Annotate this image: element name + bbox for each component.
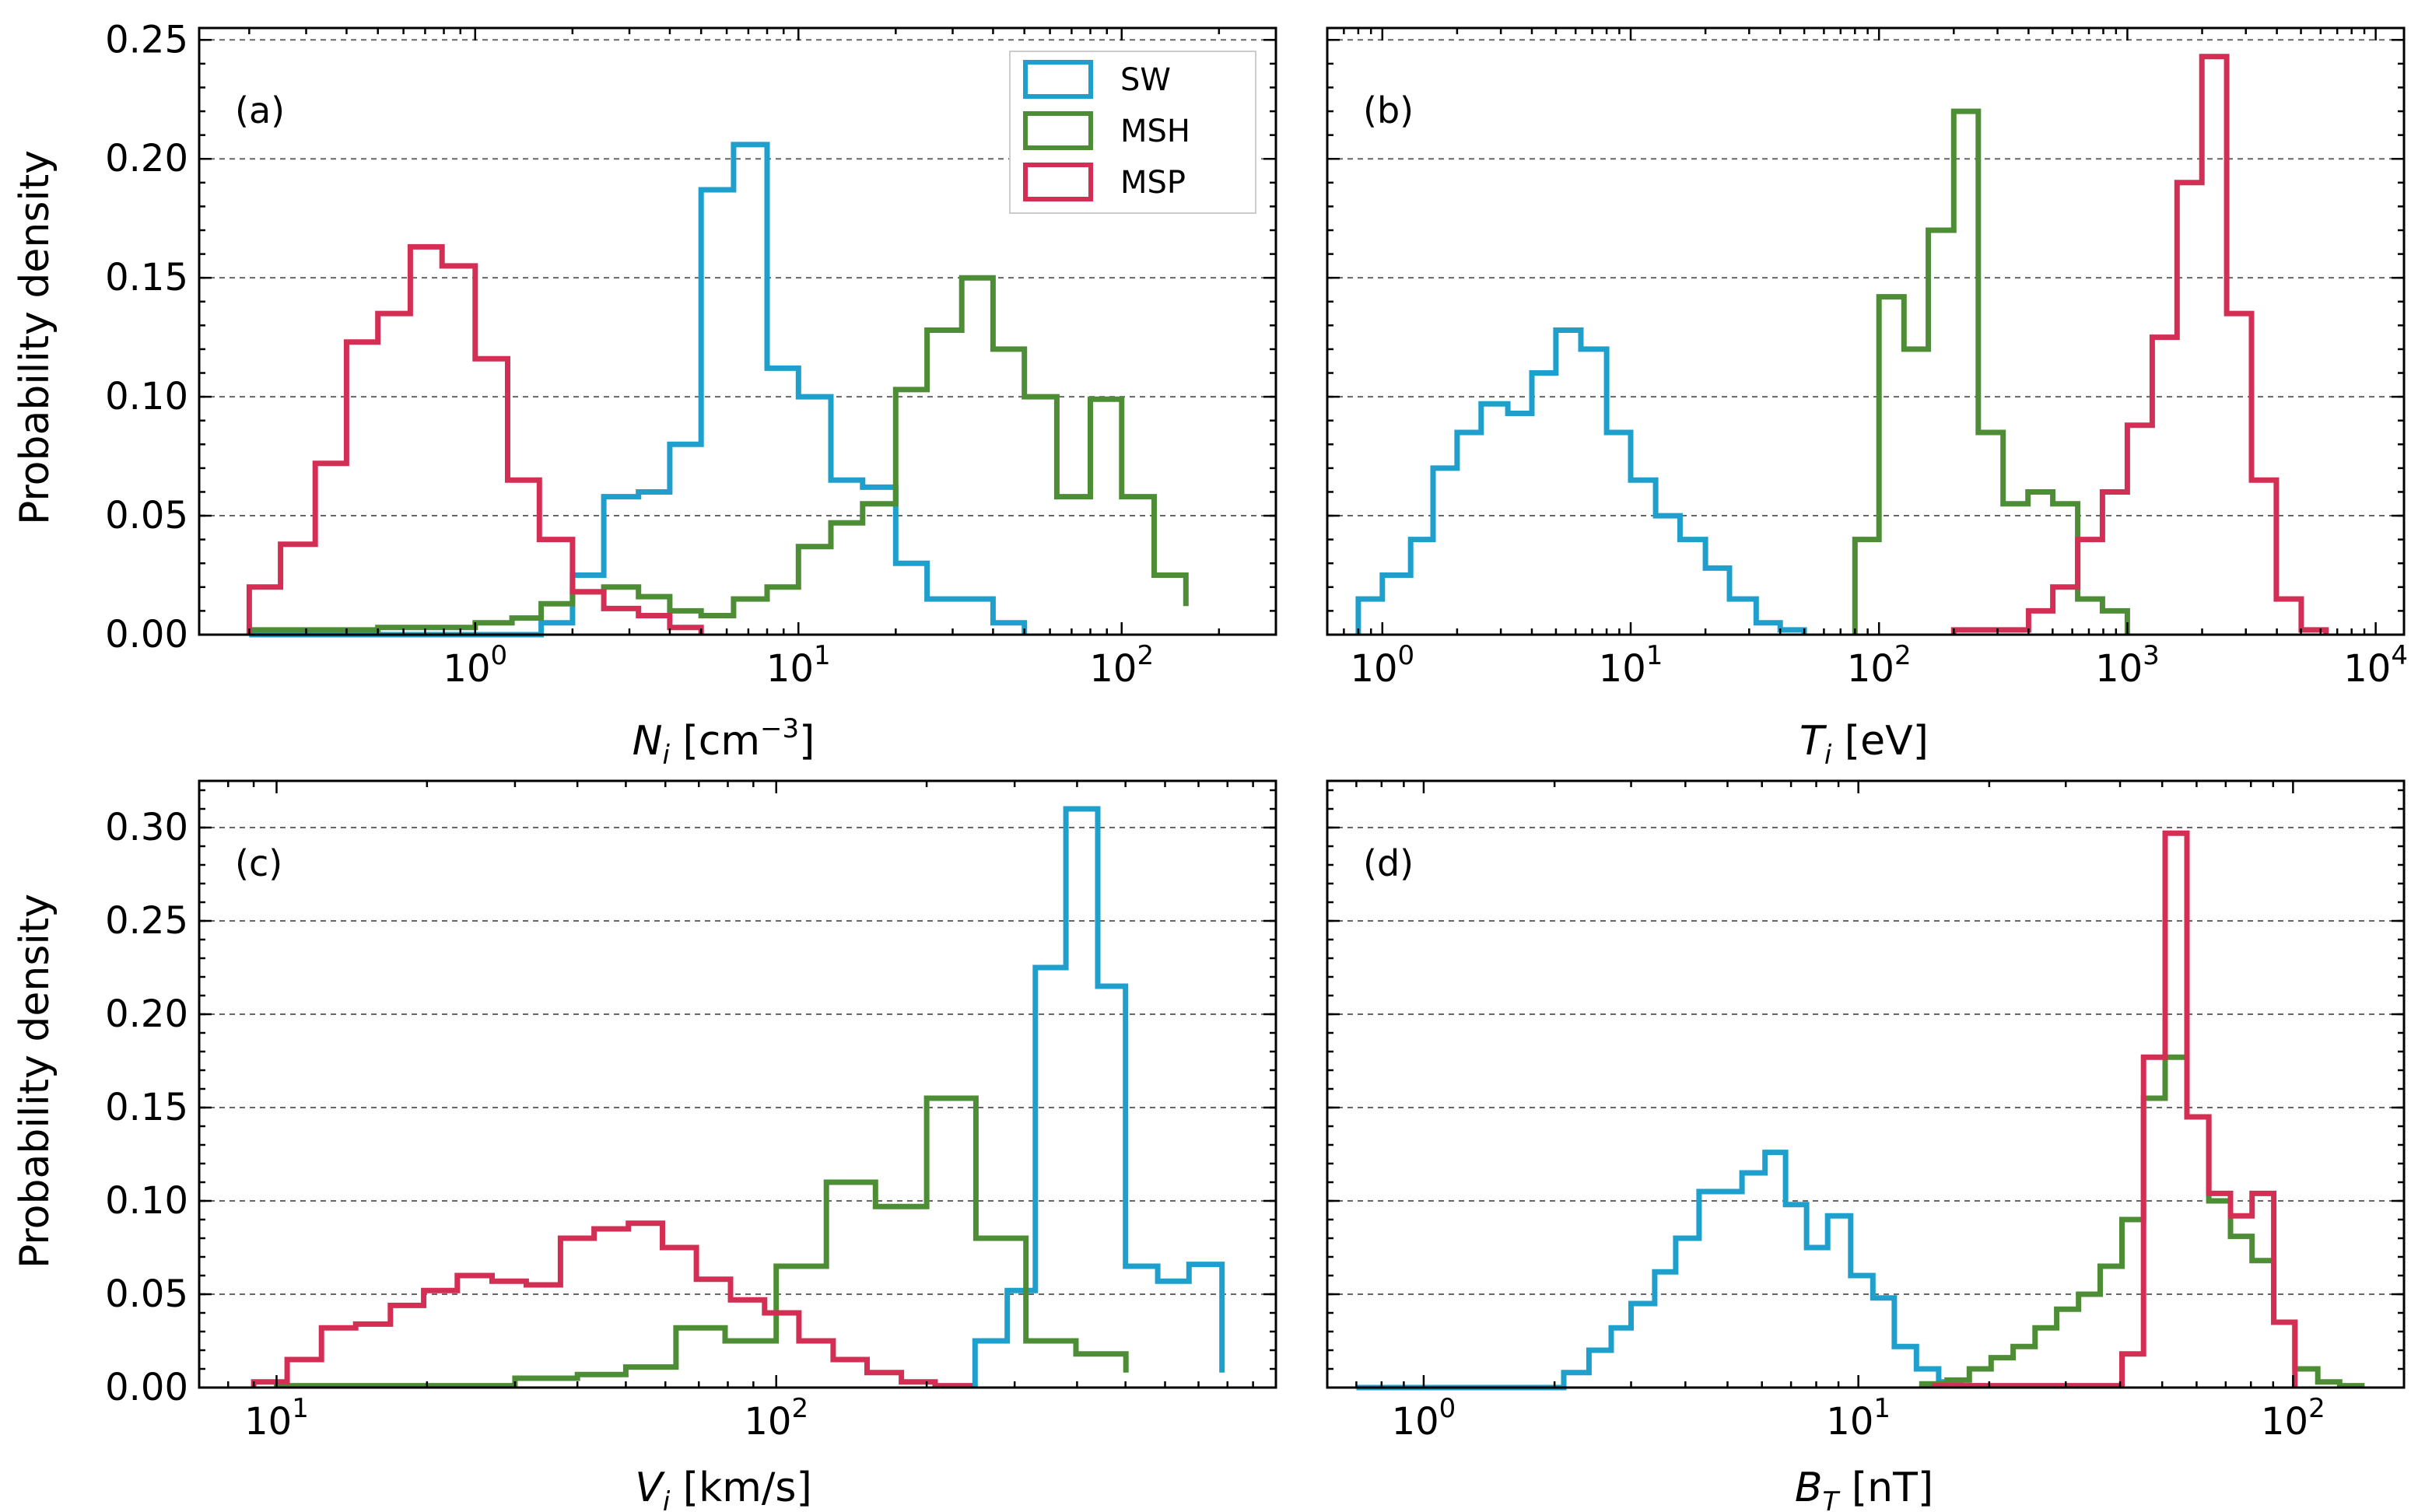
panel-c-label: (c) bbox=[235, 842, 282, 884]
panel-a-ytick-label: 0.10 bbox=[105, 375, 188, 418]
legend-swatch-sw bbox=[1023, 60, 1093, 99]
panel-c-ytick-label: 0.00 bbox=[105, 1366, 188, 1409]
panel-c-ylabel: Probability density bbox=[12, 894, 58, 1269]
panel-d-xtick-label: 100 bbox=[1392, 1393, 1456, 1444]
panel-d-xtick-label: 101 bbox=[1826, 1393, 1891, 1444]
panel-b-xtick-label: 103 bbox=[2095, 640, 2160, 691]
panel-d: 100 101 102 (d) BT [nT] bbox=[1326, 779, 2406, 1512]
panel-b-xlabel: Ti [eV] bbox=[1799, 718, 1929, 771]
panel-a-ytick-label: 0.25 bbox=[105, 18, 188, 61]
panel-b-series-msp bbox=[1950, 54, 2329, 635]
legend-swatch-msp bbox=[1023, 163, 1093, 201]
panel-b-series-msh bbox=[1852, 108, 2130, 635]
panel-d-xtick-label: 102 bbox=[2261, 1393, 2325, 1444]
panel-c-ytick-label: 0.20 bbox=[105, 992, 188, 1036]
panel-c-ytick-label: 0.25 bbox=[105, 899, 188, 943]
panel-a-ytick-label: 0.20 bbox=[105, 137, 188, 180]
panel-a-series-msp bbox=[246, 243, 704, 635]
legend-label-msp: MSP bbox=[1120, 165, 1186, 201]
panel-a-xtick-label: 102 bbox=[1089, 640, 1154, 691]
panel-a-frame bbox=[198, 26, 1277, 636]
panel-d-xlabel: BT [nT] bbox=[1795, 1465, 1933, 1512]
panel-c-xlabel: Vi [km/s] bbox=[635, 1465, 812, 1512]
panel-b-xtick-label: 101 bbox=[1599, 640, 1663, 691]
panel-a-ytick-label: 0.00 bbox=[105, 613, 188, 656]
panel-a-ytick-label: 0.15 bbox=[105, 256, 188, 299]
panel-c-xtick-label: 101 bbox=[244, 1393, 309, 1444]
panel-a-ytick-label: 0.05 bbox=[105, 494, 188, 537]
legend-entry-msh: MSH bbox=[1023, 111, 1190, 150]
panel-d-frame bbox=[1326, 779, 2406, 1389]
panel-d-series-msp bbox=[1932, 830, 2298, 1389]
legend-swatch-msh bbox=[1023, 111, 1093, 150]
panel-c-ytick-label: 0.05 bbox=[105, 1272, 188, 1316]
panel-a-xtick-label: 100 bbox=[443, 640, 507, 691]
panel-c-ytick-label: 0.10 bbox=[105, 1179, 188, 1223]
panel-b-xtick-label: 104 bbox=[2343, 640, 2408, 691]
panel-c-series-sw bbox=[972, 806, 1225, 1388]
panel-a-xtick-label: 101 bbox=[766, 640, 831, 691]
legend-label-sw: SW bbox=[1120, 62, 1171, 98]
panel-c-frame bbox=[198, 779, 1277, 1389]
legend-label-msh: MSH bbox=[1120, 114, 1190, 149]
panel-c-series-msp bbox=[251, 1220, 972, 1389]
panel-d-series-sw bbox=[1356, 1150, 1985, 1391]
panel-d-label: (d) bbox=[1363, 842, 1414, 884]
panel-a: 0.00 0.05 0.10 0.15 0.20 0.25 100 101 102 (a) Pr… bbox=[12, 18, 1277, 771]
panel-a-ylabel: Probability density bbox=[12, 150, 58, 525]
legend-entry-msp: MSP bbox=[1023, 163, 1186, 201]
panel-c-series-msh bbox=[274, 1095, 1129, 1389]
panel-a-label: (a) bbox=[235, 89, 285, 131]
panel-c: 0.00 0.05 0.10 0.15 0.20 0.25 0.30 101 102 (c) P… bbox=[12, 779, 1277, 1512]
panel-a-series-msh bbox=[246, 275, 1189, 635]
panel-c-xtick-label: 102 bbox=[744, 1393, 808, 1444]
panel-b: 100 101 102 103 104 (b) Ti [eV] bbox=[1326, 26, 2408, 771]
panel-b-frame bbox=[1326, 26, 2406, 636]
panel-c-ytick-label: 0.15 bbox=[105, 1086, 188, 1129]
panel-b-xtick-label: 100 bbox=[1350, 640, 1414, 691]
panel-b-series-sw bbox=[1355, 327, 1807, 635]
panel-a-xlabel: Ni [cm−3] bbox=[633, 713, 815, 771]
legend: SW MSH MSP bbox=[1009, 51, 1256, 214]
legend-entry-sw: SW bbox=[1023, 60, 1171, 99]
panel-c-ytick-label: 0.30 bbox=[105, 806, 188, 849]
panel-b-xtick-label: 102 bbox=[1847, 640, 1912, 691]
panel-b-label: (b) bbox=[1363, 89, 1414, 131]
